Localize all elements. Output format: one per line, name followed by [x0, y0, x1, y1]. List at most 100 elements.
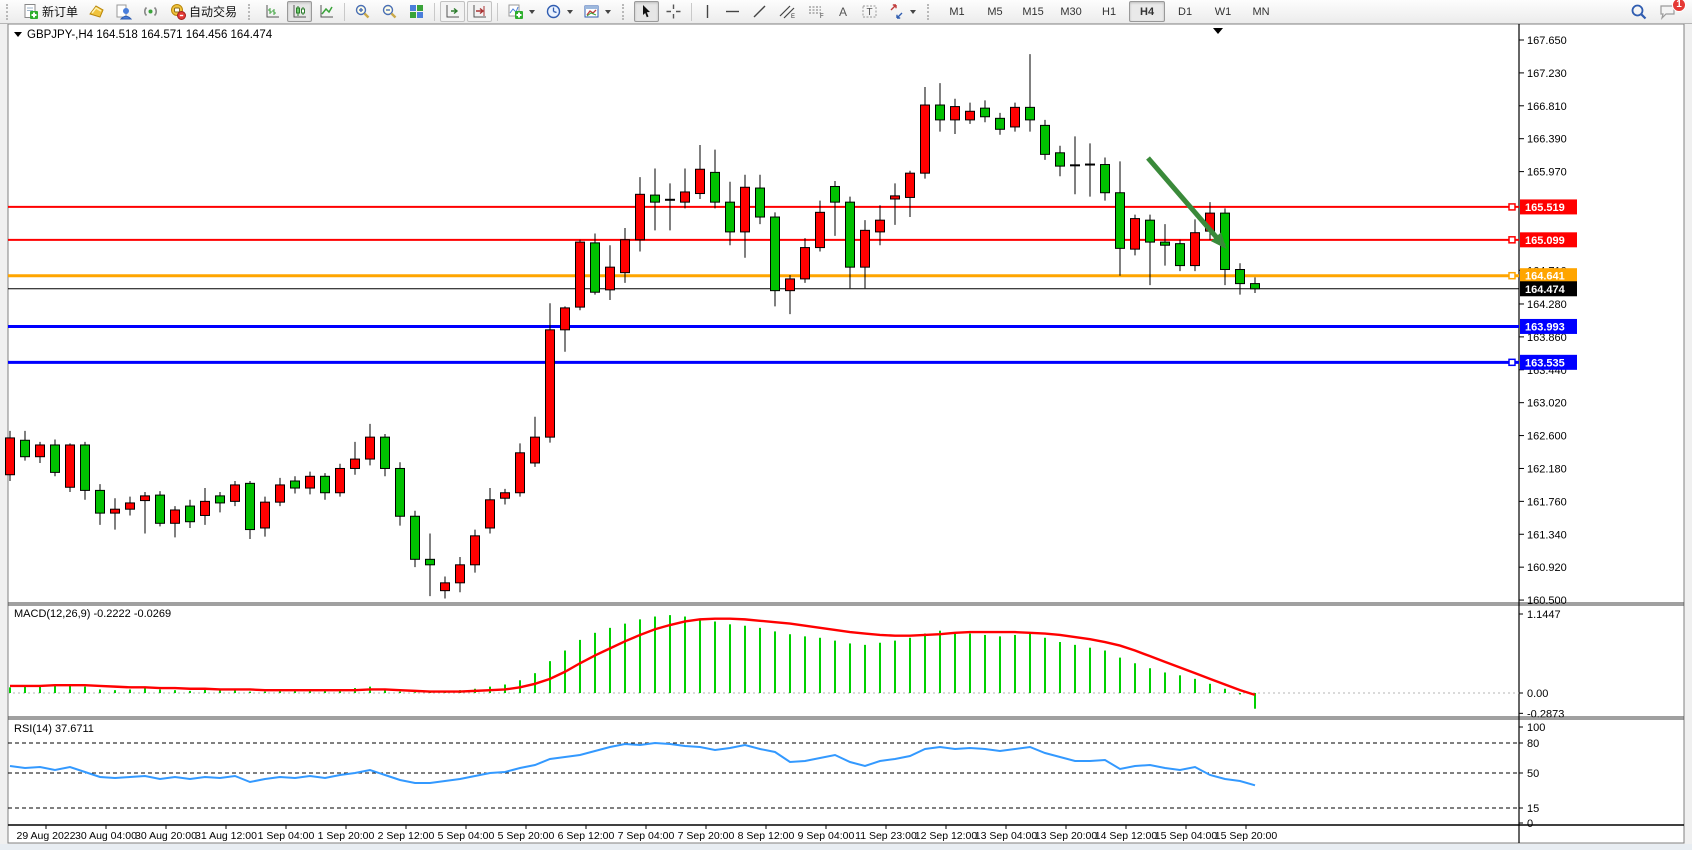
crosshair-icon — [666, 4, 681, 19]
svg-text:7 Sep 20:00: 7 Sep 20:00 — [678, 830, 735, 842]
arrows-icon — [890, 4, 903, 19]
svg-text:80: 80 — [1527, 738, 1539, 750]
svg-text:9 Sep 04:00: 9 Sep 04:00 — [798, 830, 855, 842]
toolbar-drag-handle[interactable] — [622, 3, 629, 20]
svg-text:15 Sep 04:00: 15 Sep 04:00 — [1155, 830, 1218, 842]
signals-icon — [144, 6, 157, 17]
svg-text:31 Aug 12:00: 31 Aug 12:00 — [195, 830, 257, 842]
svg-text:14 Sep 12:00: 14 Sep 12:00 — [1095, 830, 1158, 842]
chart-shift-icon — [446, 5, 460, 18]
profile-icon — [116, 4, 133, 20]
line-chart-mode-button[interactable] — [314, 1, 339, 22]
crosshair-tool-button[interactable] — [661, 1, 686, 22]
svg-text:30 Aug 20:00: 30 Aug 20:00 — [135, 830, 197, 842]
horizontal-line-tool-button[interactable] — [720, 1, 745, 22]
svg-text:7 Sep 04:00: 7 Sep 04:00 — [618, 830, 675, 842]
timeframe-d1-button[interactable]: D1 — [1178, 5, 1193, 18]
svg-text:163.860: 163.860 — [1527, 332, 1567, 344]
periods-button[interactable] — [541, 1, 577, 22]
svg-text:E: E — [791, 14, 795, 20]
timeframe-group: M1 M5 M15 M30 H1 H4 D1 W1 MN — [938, 1, 1280, 22]
bar-marker-triangle — [1213, 28, 1223, 34]
toolbar-drag-handle[interactable] — [248, 3, 255, 20]
chart-shift-button[interactable] — [440, 1, 466, 22]
rsi-label: RSI(14) 37.6711 — [14, 723, 94, 735]
profile-button[interactable] — [111, 1, 136, 22]
tile-windows-button[interactable] — [404, 1, 429, 22]
timeframe-m5-button[interactable]: M5 — [987, 5, 1003, 18]
svg-text:164.280: 164.280 — [1527, 299, 1567, 311]
svg-text:15: 15 — [1527, 803, 1539, 815]
svg-text:166.390: 166.390 — [1527, 134, 1567, 146]
timeframe-m15-button[interactable]: M15 — [1022, 5, 1044, 18]
candlestick-mode-button[interactable] — [287, 1, 313, 22]
add-indicator-button[interactable] — [503, 1, 539, 22]
auto-trading-button[interactable]: 自动交易 — [165, 1, 241, 22]
svg-text:1.1447: 1.1447 — [1527, 609, 1561, 621]
zoom-out-button[interactable] — [377, 1, 402, 22]
toolbar-drag-handle[interactable] — [6, 3, 13, 20]
svg-text:165.970: 165.970 — [1527, 167, 1567, 179]
signals-button[interactable] — [138, 1, 163, 22]
text-tool-button[interactable]: A — [832, 1, 855, 22]
candlesticks — [5, 54, 1260, 599]
svg-text:164.474: 164.474 — [1525, 284, 1566, 296]
svg-text:162.180: 162.180 — [1527, 463, 1567, 475]
svg-text:160.500: 160.500 — [1527, 595, 1567, 607]
arrows-tool-button[interactable] — [884, 1, 920, 22]
new-order-button[interactable]: 新订单 — [18, 1, 82, 22]
search-button[interactable] — [1626, 1, 1652, 22]
main-toolbar: 新订单 自动交易 — [0, 0, 1692, 24]
search-icon — [1631, 4, 1647, 19]
trendline-icon — [753, 5, 766, 18]
trend-arrow-annotation[interactable] — [1146, 156, 1227, 250]
svg-text:GBPJPY-,H4 164.518 164.571 16: GBPJPY-,H4 164.518 164.571 164.456 164.4… — [27, 29, 273, 41]
svg-text:15 Sep 20:00: 15 Sep 20:00 — [1215, 830, 1278, 842]
svg-text:F: F — [820, 14, 824, 20]
svg-text:50: 50 — [1527, 768, 1539, 780]
svg-text:8 Sep 12:00: 8 Sep 12:00 — [738, 830, 795, 842]
timeframe-m1-button[interactable]: M1 — [949, 5, 965, 18]
svg-text:165.519: 165.519 — [1525, 202, 1565, 214]
timeframe-h1-button[interactable]: H1 — [1102, 5, 1117, 18]
gold-seal-icon — [89, 5, 104, 18]
svg-text:13 Sep 20:00: 13 Sep 20:00 — [1035, 830, 1098, 842]
styles-button[interactable] — [84, 1, 109, 22]
notifications-button[interactable]: 1 — [1654, 0, 1686, 22]
svg-text:166.810: 166.810 — [1527, 101, 1567, 113]
vertical-line-icon — [706, 5, 709, 18]
templates-button[interactable] — [579, 1, 615, 22]
svg-text:1 Sep 20:00: 1 Sep 20:00 — [318, 830, 375, 842]
svg-text:T: T — [867, 7, 873, 18]
auto-scroll-button[interactable] — [467, 1, 493, 22]
svg-text:11 Sep 23:00: 11 Sep 23:00 — [855, 830, 917, 842]
vertical-line-tool-button[interactable] — [697, 1, 718, 22]
timeframe-h4-button[interactable]: H4 — [1129, 1, 1166, 22]
cursor-icon — [643, 5, 651, 18]
bar-chart-mode-button[interactable] — [260, 1, 285, 22]
timeframe-w1-button[interactable]: W1 — [1214, 5, 1232, 18]
timeframe-mn-button[interactable]: MN — [1252, 5, 1270, 18]
chevron-down-icon — [605, 9, 612, 14]
svg-text:2 Sep 12:00: 2 Sep 12:00 — [378, 830, 435, 842]
text-label-tool-button[interactable]: T — [857, 1, 882, 22]
auto-trading-label: 自动交易 — [189, 5, 238, 19]
timeframe-m30-button[interactable]: M30 — [1060, 5, 1082, 18]
svg-text:-0.2873: -0.2873 — [1527, 708, 1564, 720]
fibonacci-icon: F — [809, 6, 824, 20]
channel-tool-button[interactable]: E — [774, 1, 801, 22]
rsi-line — [9, 741, 1256, 787]
toolbar-drag-handle[interactable] — [927, 3, 934, 20]
candlestick-icon — [293, 5, 307, 18]
horizontal-line-icon — [726, 10, 740, 13]
zoom-in-button[interactable] — [350, 1, 375, 22]
svg-text:5 Sep 20:00: 5 Sep 20:00 — [498, 830, 555, 842]
template-icon — [584, 5, 599, 18]
svg-text:165.099: 165.099 — [1525, 235, 1565, 247]
cursor-tool-button[interactable] — [634, 1, 660, 22]
svg-text:12 Sep 12:00: 12 Sep 12:00 — [915, 830, 978, 842]
fibonacci-tool-button[interactable]: F — [803, 1, 830, 22]
trendline-tool-button[interactable] — [747, 1, 772, 22]
